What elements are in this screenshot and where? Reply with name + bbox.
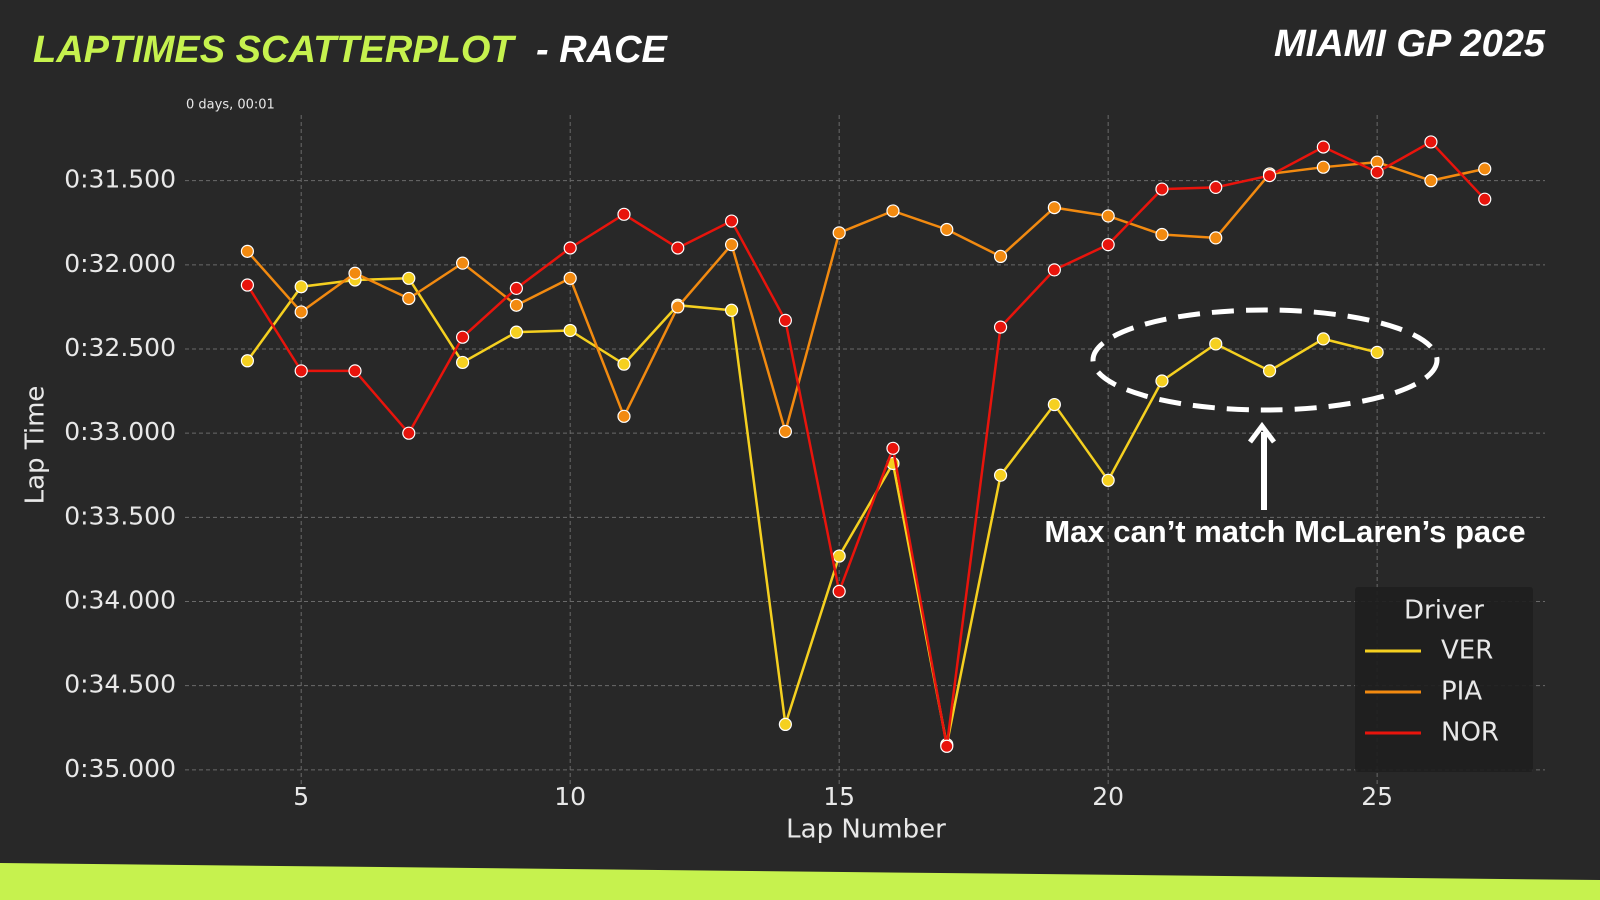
y-tick-label: 0:33.500 <box>64 501 176 530</box>
point <box>348 364 362 378</box>
point <box>724 214 739 228</box>
series-line <box>246 160 1486 437</box>
legend-title: Driver <box>1404 596 1484 626</box>
y-tick-label: 0:34.500 <box>64 670 176 699</box>
point <box>993 249 1008 264</box>
point <box>1262 169 1277 183</box>
y-tick-label: 0:33.000 <box>64 417 176 446</box>
point <box>617 207 631 221</box>
x-tick-label: 10 <box>554 782 586 811</box>
legend-label: VER <box>1441 636 1493 666</box>
chart-title-suffix: - RACE <box>536 29 669 71</box>
y-tick-label: 0:32.000 <box>64 249 176 278</box>
y-axis-label: Lap Time <box>21 386 51 505</box>
point <box>509 281 523 295</box>
y-tick-label: 0:31.500 <box>64 165 176 194</box>
point <box>617 409 631 423</box>
point <box>402 426 416 440</box>
annotation: Max can’t match McLaren’s pace <box>1044 514 1526 549</box>
point <box>240 354 255 368</box>
arrow-head <box>1248 421 1276 444</box>
point <box>348 266 362 280</box>
legend-label: PIA <box>1441 677 1482 707</box>
highlight-ellipse <box>1090 307 1440 413</box>
chart-title: LAPTIMES SCATTERPLOT <box>33 29 516 71</box>
point <box>509 298 523 312</box>
point <box>455 256 470 270</box>
point <box>778 424 792 439</box>
legend-box <box>1355 587 1533 772</box>
point <box>1101 473 1115 487</box>
point <box>1262 364 1277 378</box>
point <box>1424 135 1438 149</box>
series-line <box>246 140 1486 747</box>
point <box>940 222 954 237</box>
point <box>402 271 416 285</box>
point <box>563 323 577 338</box>
point <box>455 355 470 370</box>
point <box>563 271 577 285</box>
point <box>509 325 523 339</box>
point <box>455 330 470 344</box>
point <box>724 238 739 252</box>
point <box>1316 332 1330 346</box>
point <box>993 320 1008 334</box>
point <box>1047 397 1061 412</box>
point <box>294 305 308 319</box>
point <box>1370 165 1384 179</box>
chart-subtitle: MIAMI GP 2025 <box>1274 23 1546 65</box>
x-axis-label: Lap Number <box>786 815 946 845</box>
point <box>778 313 792 327</box>
y-tick-label: 0:34.000 <box>64 586 176 615</box>
point <box>671 300 685 314</box>
footer-band <box>0 863 1600 900</box>
point <box>617 357 631 371</box>
point <box>832 549 846 563</box>
point <box>671 241 685 255</box>
x-tick-label: 25 <box>1361 782 1393 811</box>
point <box>240 244 255 258</box>
point <box>940 739 954 753</box>
point <box>886 441 900 455</box>
point <box>993 468 1008 482</box>
point <box>1209 337 1223 351</box>
point <box>1047 200 1061 215</box>
point <box>294 280 308 294</box>
point <box>1209 231 1223 245</box>
point <box>294 364 308 378</box>
point <box>832 584 846 599</box>
point <box>832 226 846 240</box>
point <box>724 303 739 317</box>
point <box>1155 227 1169 242</box>
x-tick-label: 20 <box>1092 782 1124 811</box>
point <box>1424 174 1438 188</box>
point <box>1101 238 1115 252</box>
point <box>778 717 792 731</box>
point <box>1478 192 1492 206</box>
point <box>402 291 416 306</box>
point <box>1316 140 1330 154</box>
x-tick-label: 5 <box>293 782 309 811</box>
offset-label: 0 days, 00:01 <box>186 98 275 113</box>
x-tick-label: 15 <box>823 782 855 811</box>
y-tick-label: 0:32.500 <box>64 333 176 362</box>
point <box>886 204 900 218</box>
series-line <box>246 277 1378 745</box>
point <box>563 241 577 255</box>
point <box>1209 180 1223 194</box>
point <box>1370 345 1384 359</box>
point <box>1155 182 1169 196</box>
point <box>1047 263 1061 277</box>
point <box>1478 162 1492 176</box>
point <box>240 278 255 292</box>
point <box>1316 160 1330 174</box>
point <box>1155 374 1169 388</box>
point <box>1101 209 1115 223</box>
legend-label: NOR <box>1441 718 1499 748</box>
plot-area: 0:31.500 0:32.000 0:32.500 0:33.000 0:33.500… <box>64 115 1545 811</box>
legend: Driver VER PIA NOR <box>1355 587 1533 772</box>
y-tick-label: 0:35.000 <box>64 754 176 783</box>
